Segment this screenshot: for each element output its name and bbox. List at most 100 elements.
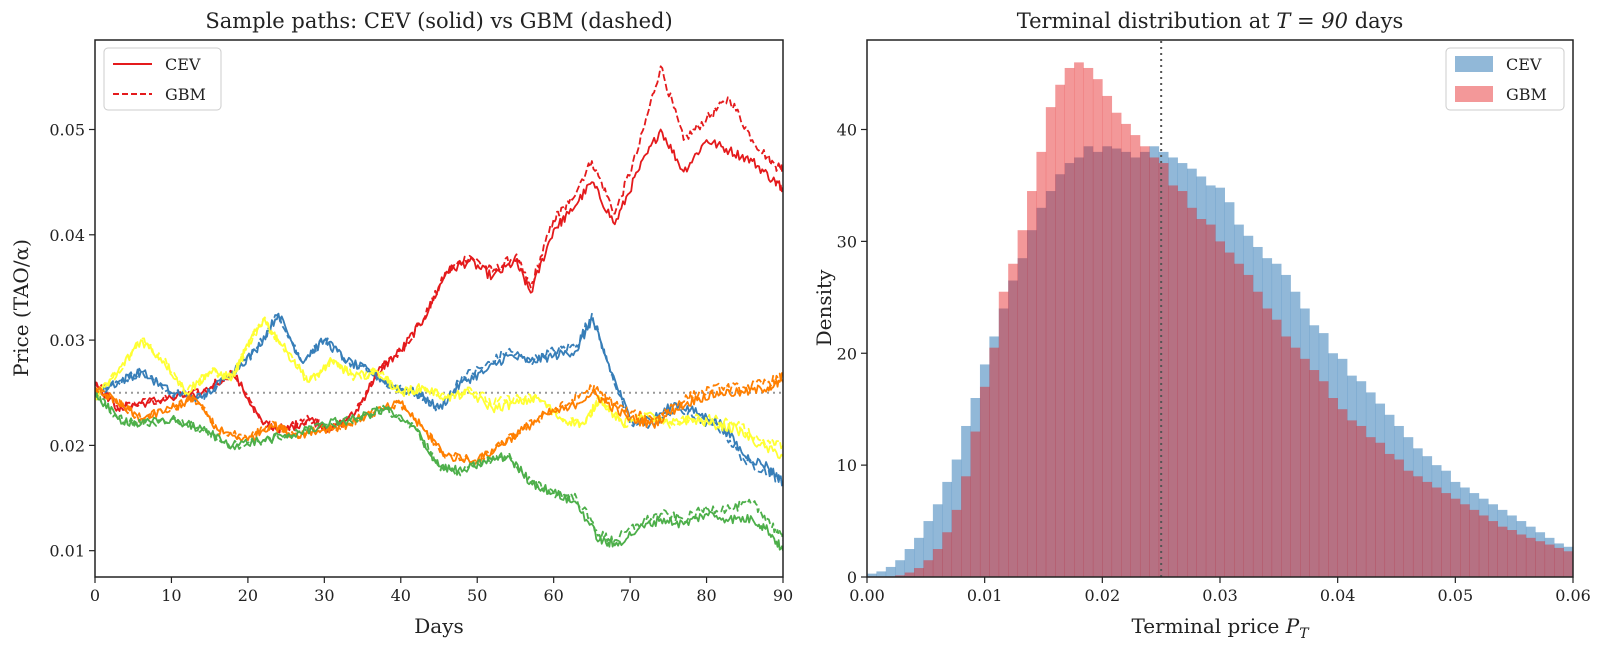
- bar-cev: [867, 573, 877, 577]
- bar-cev: [1064, 163, 1075, 577]
- right-x-tick-label: 0.04: [1320, 586, 1356, 605]
- bar-cev: [1252, 246, 1263, 577]
- bar-cev: [1375, 403, 1386, 577]
- bar-cev: [1422, 456, 1433, 577]
- bar-cev: [1478, 498, 1489, 577]
- bar-gbm: [1121, 123, 1131, 577]
- bar-cev: [1205, 185, 1216, 577]
- bar-gbm: [1300, 358, 1310, 577]
- bar-gbm: [1102, 95, 1113, 577]
- bar-cev: [1036, 207, 1047, 577]
- histogram-gbm: [885, 62, 1573, 577]
- bar-cev: [914, 537, 924, 577]
- bar-cev: [1139, 151, 1150, 577]
- bar-gbm: [1027, 191, 1037, 577]
- bar-gbm: [895, 575, 905, 577]
- left-x-tick-label: 30: [314, 586, 334, 605]
- bar-cev: [1074, 157, 1084, 577]
- bar-gbm: [1516, 534, 1527, 577]
- bar-cev: [970, 398, 981, 577]
- bar-cev: [1045, 191, 1056, 577]
- bar-gbm: [1243, 274, 1254, 577]
- bar-gbm: [1422, 481, 1433, 577]
- left-legend: CEV GBM: [103, 47, 222, 111]
- bar-cev: [1290, 291, 1301, 577]
- bar-cev: [885, 566, 896, 577]
- bar-cev: [1055, 174, 1065, 577]
- bar-gbm: [998, 291, 1009, 577]
- legend-gbm-label: GBM: [165, 85, 206, 104]
- bar-cev: [1384, 414, 1395, 577]
- left-y-axis-label: Price (TAO/α): [9, 239, 33, 377]
- path-green-cev-line: [95, 391, 783, 551]
- legend-gbm-swatch: [1455, 86, 1493, 102]
- bar-gbm: [1544, 544, 1555, 577]
- bar-gbm: [1460, 504, 1470, 577]
- bar-cev: [1092, 151, 1103, 577]
- bar-gbm: [932, 549, 943, 577]
- bar-gbm: [1507, 530, 1517, 577]
- bar-gbm: [1525, 537, 1536, 577]
- bar-cev: [1497, 509, 1508, 577]
- bar-gbm: [1017, 230, 1028, 577]
- bar-gbm: [1074, 62, 1084, 577]
- bar-gbm: [989, 347, 1000, 577]
- bar-cev: [1516, 521, 1527, 577]
- bar-cev: [1234, 224, 1244, 577]
- right-y-tick-label: 30: [837, 232, 857, 251]
- bar-cev: [1554, 543, 1564, 577]
- bar-cev: [1149, 146, 1160, 577]
- bar-gbm: [1394, 459, 1404, 577]
- bar-cev: [1187, 168, 1197, 577]
- bar-gbm: [1318, 381, 1329, 577]
- left-plot-area: [95, 65, 783, 551]
- bar-gbm: [1149, 157, 1160, 577]
- bar-cev: [1271, 263, 1282, 577]
- bar-cev: [1027, 230, 1037, 577]
- left-chart-title: Sample paths: CEV (solid) vs GBM (dashed…: [205, 9, 672, 33]
- bar-gbm: [1403, 470, 1414, 577]
- bar-gbm: [1045, 107, 1056, 577]
- bar-cev: [1309, 325, 1320, 577]
- bar-cev: [1158, 151, 1169, 577]
- bar-gbm: [1130, 135, 1141, 577]
- bar-cev: [1243, 235, 1254, 577]
- path-yellow-cev-line: [95, 318, 783, 460]
- bar-cev: [923, 521, 934, 577]
- left-x-tick-label: 50: [467, 586, 487, 605]
- bar-cev: [1328, 353, 1338, 577]
- left-x-tick-label: 10: [161, 586, 181, 605]
- bar-cev: [1111, 148, 1122, 577]
- path-orange-cev-line: [95, 378, 783, 466]
- right-x-axis-label: Terminal price PT: [1131, 614, 1310, 642]
- right-y-tick-label: 20: [837, 344, 857, 363]
- bar-cev: [1488, 504, 1498, 577]
- bar-cev: [895, 560, 905, 577]
- bar-gbm: [979, 386, 990, 577]
- bar-gbm: [1083, 67, 1094, 577]
- bar-cev: [1196, 176, 1207, 577]
- bar-gbm: [1158, 163, 1169, 577]
- bar-cev: [1300, 308, 1310, 577]
- left-y-tick-label: 0.04: [49, 226, 85, 245]
- bar-cev: [1130, 157, 1141, 577]
- bar-cev: [1177, 163, 1188, 577]
- bar-gbm: [1215, 241, 1225, 577]
- bar-cev: [1318, 333, 1329, 577]
- bar-cev: [998, 308, 1009, 577]
- bar-gbm: [1271, 319, 1282, 577]
- right-chart-title: Terminal distribution at T = 90 days: [1017, 9, 1404, 33]
- bar-gbm: [1234, 263, 1244, 577]
- bar-cev: [1535, 532, 1546, 577]
- bar-cev: [1017, 258, 1028, 577]
- bar-gbm: [1535, 541, 1546, 577]
- bar-gbm: [951, 509, 962, 577]
- bar-cev: [1215, 187, 1225, 577]
- bar-gbm: [1281, 336, 1291, 577]
- left-y-tick-label: 0.05: [49, 121, 85, 140]
- bar-cev: [1450, 481, 1461, 577]
- right-x-axis: 0.00 0.01 0.02 0.03 0.04 0.05 0.06: [849, 577, 1591, 605]
- right-y-tick-label: 0: [847, 568, 857, 587]
- left-x-axis: 0 10 20 30 40 50 60 70 80 90: [90, 577, 793, 605]
